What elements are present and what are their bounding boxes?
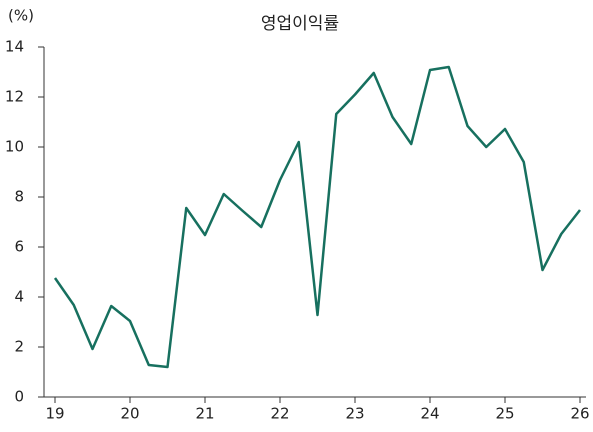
x-tick-label: 21 xyxy=(195,405,214,423)
y-tick-label: 4 xyxy=(14,288,24,306)
y-tick-label: 8 xyxy=(14,188,24,206)
x-tick-label: 26 xyxy=(570,405,589,423)
line xyxy=(53,65,581,369)
chart-title: 영업이익률 xyxy=(261,14,339,34)
x-tick-label: 23 xyxy=(345,405,364,423)
x-tick-label: 19 xyxy=(45,405,64,423)
y-tick-label: 12 xyxy=(5,88,24,106)
y-tick-label: 0 xyxy=(14,388,24,406)
y-axis-label: (%) xyxy=(8,7,34,25)
y-tick-label: 2 xyxy=(14,338,24,356)
y-tick-label: 10 xyxy=(5,138,24,156)
x-tick-label: 24 xyxy=(420,405,439,423)
x-tick-label: 25 xyxy=(495,405,514,423)
y-tick-label: 14 xyxy=(5,38,24,56)
x-tick-label: 22 xyxy=(270,405,289,423)
y-tick-label: 6 xyxy=(14,238,24,256)
x-tick-label: 20 xyxy=(120,405,139,423)
